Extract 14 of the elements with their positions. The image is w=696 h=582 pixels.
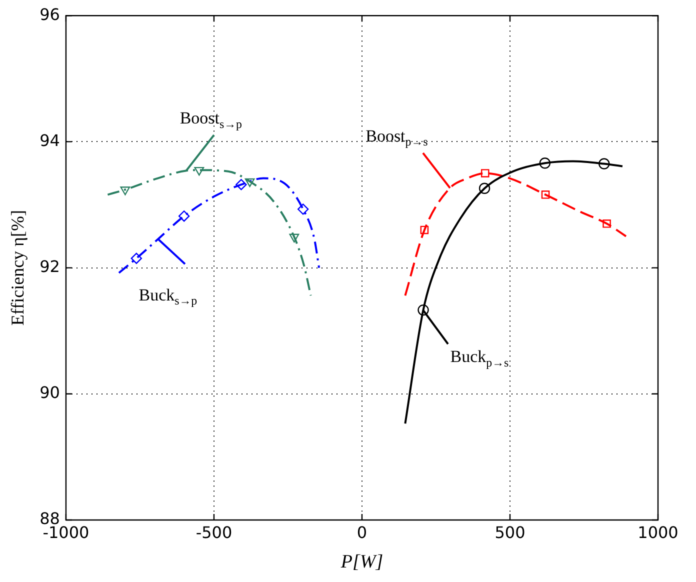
y-tick-label: 92 [40,256,60,276]
line-series [118,177,320,274]
x-tick-label: -500 [196,522,232,542]
y-axis-title: Efficiency η[%] [8,210,28,326]
point [130,252,142,264]
point [178,210,190,222]
x-tick-label: 1000 [638,522,678,542]
y-tick-label: 94 [40,130,60,150]
y-tick-label: 90 [40,383,60,402]
point [480,169,490,178]
x-tick-label: 0 [356,522,368,542]
y-tick-label: 96 [40,4,60,24]
x-tick-label: 500 [494,522,526,542]
x-axis-title: P[W] [340,552,384,573]
